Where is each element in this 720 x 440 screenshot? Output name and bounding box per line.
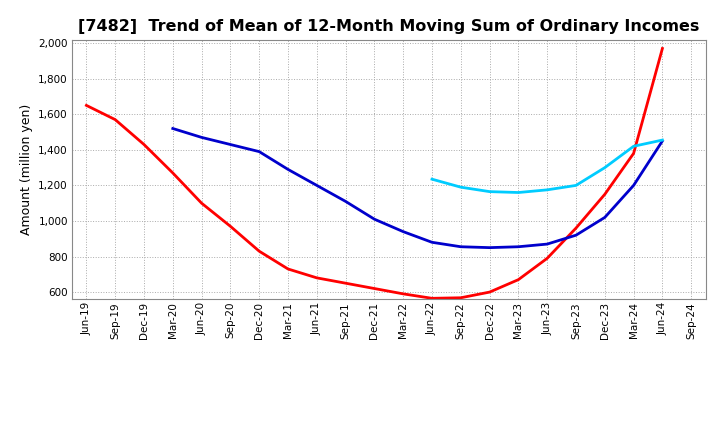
Title: [7482]  Trend of Mean of 12-Month Moving Sum of Ordinary Incomes: [7482] Trend of Mean of 12-Month Moving …: [78, 19, 700, 34]
Y-axis label: Amount (million yen): Amount (million yen): [19, 104, 32, 235]
